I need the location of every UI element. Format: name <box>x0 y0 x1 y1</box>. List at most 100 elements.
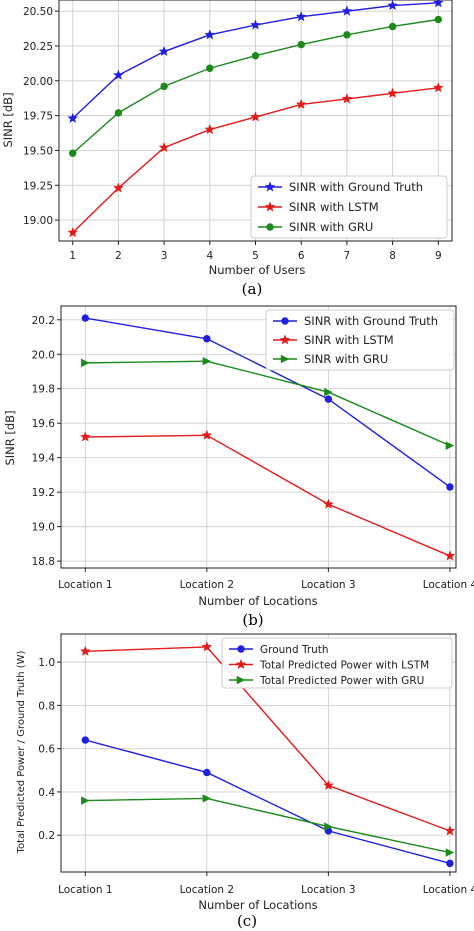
data-point <box>387 0 399 11</box>
data-point <box>432 0 444 8</box>
data-point <box>69 149 77 157</box>
data-point <box>203 335 211 343</box>
data-point <box>251 52 260 60</box>
y-tick-label: 20.50 <box>23 6 53 18</box>
legend-entry: SINR with GRU <box>289 220 373 234</box>
series-line <box>85 739 451 865</box>
y-tick-label: 18.8 <box>32 556 55 568</box>
data-point <box>324 395 333 403</box>
series-3 <box>81 794 455 857</box>
series-line <box>85 434 451 557</box>
data-point <box>204 123 216 135</box>
x-tick-label: Location 4 <box>423 579 474 591</box>
data-point <box>203 768 211 777</box>
y-tick-label: 19.00 <box>23 215 53 227</box>
legend-swatch-marker <box>237 645 245 653</box>
x-tick-label: 2 <box>115 250 122 262</box>
legend-entry: SINR with Ground Truth <box>289 180 423 194</box>
legend: SINR with Ground Truth SINR with LSTM SINR… <box>265 309 455 371</box>
y-tick-label: 19.75 <box>23 111 53 123</box>
data-point <box>158 141 170 153</box>
data-point <box>81 796 90 805</box>
legend-entry: SINR with LSTM <box>304 333 394 347</box>
data-point <box>112 69 124 80</box>
y-tick-label: 19.25 <box>23 180 53 192</box>
series-3 <box>81 356 455 450</box>
series-2 <box>79 429 456 561</box>
y-tick-label: 19.8 <box>32 384 55 396</box>
x-tick-label: 4 <box>206 250 213 262</box>
data-point <box>81 314 90 322</box>
data-point <box>79 431 91 442</box>
series-line <box>85 646 451 832</box>
x-tick-label: 5 <box>252 250 259 262</box>
x-tick-label: 9 <box>435 250 442 262</box>
data-point <box>446 483 454 491</box>
data-point <box>250 111 261 122</box>
x-tick-label: 7 <box>344 250 351 262</box>
x-tick-label: 8 <box>389 250 396 262</box>
data-point <box>202 794 212 803</box>
legend-entry: Ground Truth <box>260 644 329 656</box>
legend-swatch-marker <box>279 334 291 345</box>
x-axis-label: Number of Users <box>209 263 306 277</box>
x-axis-label: Number of Locations <box>198 594 317 608</box>
plot-frame <box>60 305 457 569</box>
legend-swatch-marker <box>235 658 247 670</box>
ticks: 1 2 3 4 5 6 7 8 9 19.00 19.25 19.50 19.75 20.00 20.25 2… <box>23 6 442 262</box>
data-point <box>444 550 456 561</box>
chart-a: 1 2 3 4 5 6 7 8 9 19.00 19.25 19.50 19.75 20.00 20.25 2… <box>1 0 453 298</box>
data-point <box>295 11 307 22</box>
data-point <box>341 93 353 104</box>
series-1 <box>81 736 454 868</box>
data-point <box>341 5 353 16</box>
series-2 <box>67 82 444 238</box>
y-tick-label: 19.0 <box>32 522 55 534</box>
legend-swatch-marker <box>264 181 276 192</box>
data-point <box>112 182 124 193</box>
data-point <box>324 822 333 831</box>
data-point <box>201 429 213 440</box>
y-tick-label: 19.6 <box>32 418 56 430</box>
y-tick-label: 0.2 <box>38 830 55 842</box>
x-tick-label: 6 <box>298 250 305 262</box>
data-point <box>250 19 261 30</box>
data-point <box>343 31 351 39</box>
data-point <box>202 356 212 366</box>
data-point <box>67 226 79 238</box>
chart-c: Location 1 Location 2 Location 3 Location 4… <box>16 633 474 930</box>
y-tick-label: 0.4 <box>38 787 55 799</box>
legend-swatch-marker <box>236 675 246 685</box>
plot-frame <box>60 633 457 873</box>
data-point <box>432 82 444 93</box>
y-tick-label: 19.50 <box>23 145 53 157</box>
figure-caption: (a) <box>242 280 263 298</box>
data-point <box>158 45 170 57</box>
legend-entry: SINR with GRU <box>304 352 388 366</box>
data-point <box>114 109 123 117</box>
legend-box <box>250 175 448 239</box>
figure-caption: (c) <box>237 912 257 930</box>
series-2 <box>79 641 456 836</box>
data-point <box>446 859 454 868</box>
data-point <box>388 22 397 31</box>
data-point <box>387 87 399 98</box>
x-tick-label: 1 <box>69 250 76 262</box>
data-point <box>445 848 455 857</box>
data-point <box>322 498 334 509</box>
x-tick-label: Location 2 <box>180 884 234 896</box>
x-tick-label: 3 <box>161 250 168 262</box>
ticks: Location 1 Location 2 Location 3 Location 4… <box>32 315 474 591</box>
data-point <box>206 64 214 72</box>
ticks: Location 1 Location 2 Location 3 Location 4… <box>38 657 474 896</box>
chart-b: Location 1 Location 2 Location 3 Location 4… <box>3 305 474 629</box>
y-axis-label: Total Predicted Power / Ground Truth (W) <box>16 651 27 855</box>
y-tick-label: 20.2 <box>32 315 55 327</box>
legend: Ground Truth Total Predicted Power with L… <box>221 637 453 689</box>
y-tick-label: 19.2 <box>32 487 55 499</box>
legend-box <box>265 309 455 371</box>
data-point <box>160 82 168 91</box>
data-point <box>79 645 91 656</box>
data-point <box>444 825 456 836</box>
